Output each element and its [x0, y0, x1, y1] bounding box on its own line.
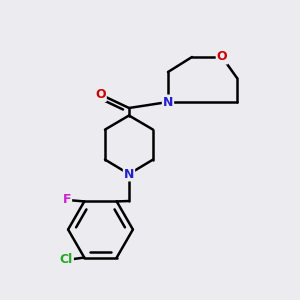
Text: O: O — [95, 88, 106, 101]
Text: N: N — [163, 95, 173, 109]
Text: N: N — [124, 167, 134, 181]
Text: Cl: Cl — [60, 254, 73, 266]
Text: O: O — [217, 50, 227, 64]
Text: F: F — [63, 194, 71, 206]
